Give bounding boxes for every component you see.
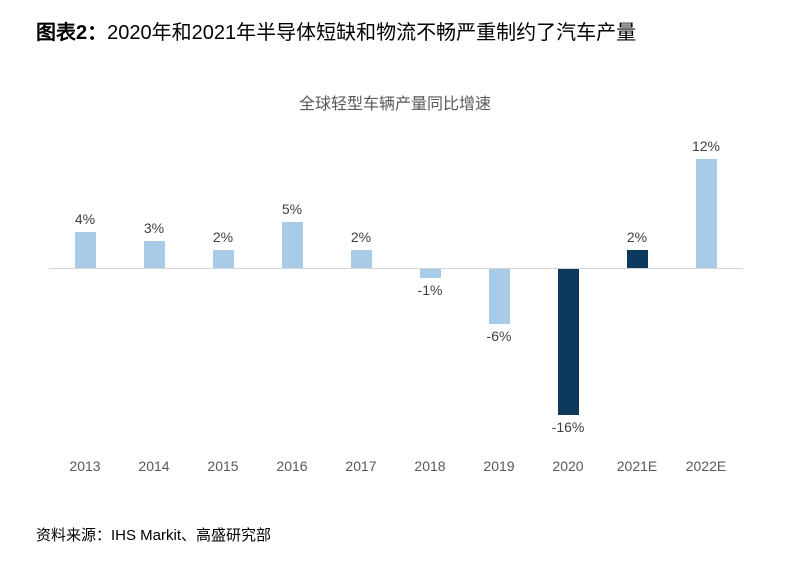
bar-value-label-2015: 2% xyxy=(212,229,234,245)
bar-value-label-2018: -1% xyxy=(417,282,443,298)
x-axis-label-2015: 2015 xyxy=(207,458,239,474)
x-axis-label-2014: 2014 xyxy=(138,458,170,474)
bar-2013 xyxy=(74,232,96,268)
bar-value-label-2019: -6% xyxy=(486,328,512,344)
x-axis-line xyxy=(49,268,743,269)
chart-title: 全球轻型车辆产量同比增速 xyxy=(298,96,491,113)
x-axis-label-2019: 2019 xyxy=(483,458,515,474)
bar-2015 xyxy=(212,250,234,268)
x-axis-label-2013: 2013 xyxy=(69,458,101,474)
bar-value-label-2017: 2% xyxy=(350,229,372,245)
figure-title-text: 2020年和2021年半导体短缺和物流不畅严重制约了汽车产量 xyxy=(107,22,637,44)
bar-2014 xyxy=(143,241,165,268)
bar-2021E xyxy=(626,250,648,268)
figure-title: 图表2：2020年和2021年半导体短缺和物流不畅严重制约了汽车产量 xyxy=(36,18,766,48)
x-axis-label-2016: 2016 xyxy=(276,458,308,474)
bar-2016 xyxy=(281,222,303,268)
bar-value-label-2014: 3% xyxy=(143,220,165,236)
bar-2017 xyxy=(350,250,372,268)
bar-2018 xyxy=(419,269,441,278)
x-axis-label-2022E: 2022E xyxy=(685,458,727,474)
bar-value-label-2016: 5% xyxy=(281,201,303,217)
x-axis-label-2021E: 2021E xyxy=(616,458,658,474)
bar-value-label-2013: 4% xyxy=(74,211,96,227)
bar-value-label-2022E: 12% xyxy=(691,138,721,154)
source-note: 资料来源：IHS Markit、高盛研究部 xyxy=(36,527,272,544)
bar-value-label-2021E: 2% xyxy=(626,229,648,245)
x-axis-label-2017: 2017 xyxy=(345,458,377,474)
bar-2020 xyxy=(557,269,579,415)
bar-2022E xyxy=(695,159,717,268)
bar-2019 xyxy=(488,269,510,324)
figure-number: 图表2： xyxy=(36,22,108,44)
bar-chart: 4% 2013 3% 2014 2% 2015 5% 2016 2% 2017 -1% 2018 -6%… xyxy=(45,130,745,480)
bar-value-label-2020: -16% xyxy=(551,419,585,435)
x-axis-label-2018: 2018 xyxy=(414,458,446,474)
x-axis-label-2020: 2020 xyxy=(552,458,584,474)
